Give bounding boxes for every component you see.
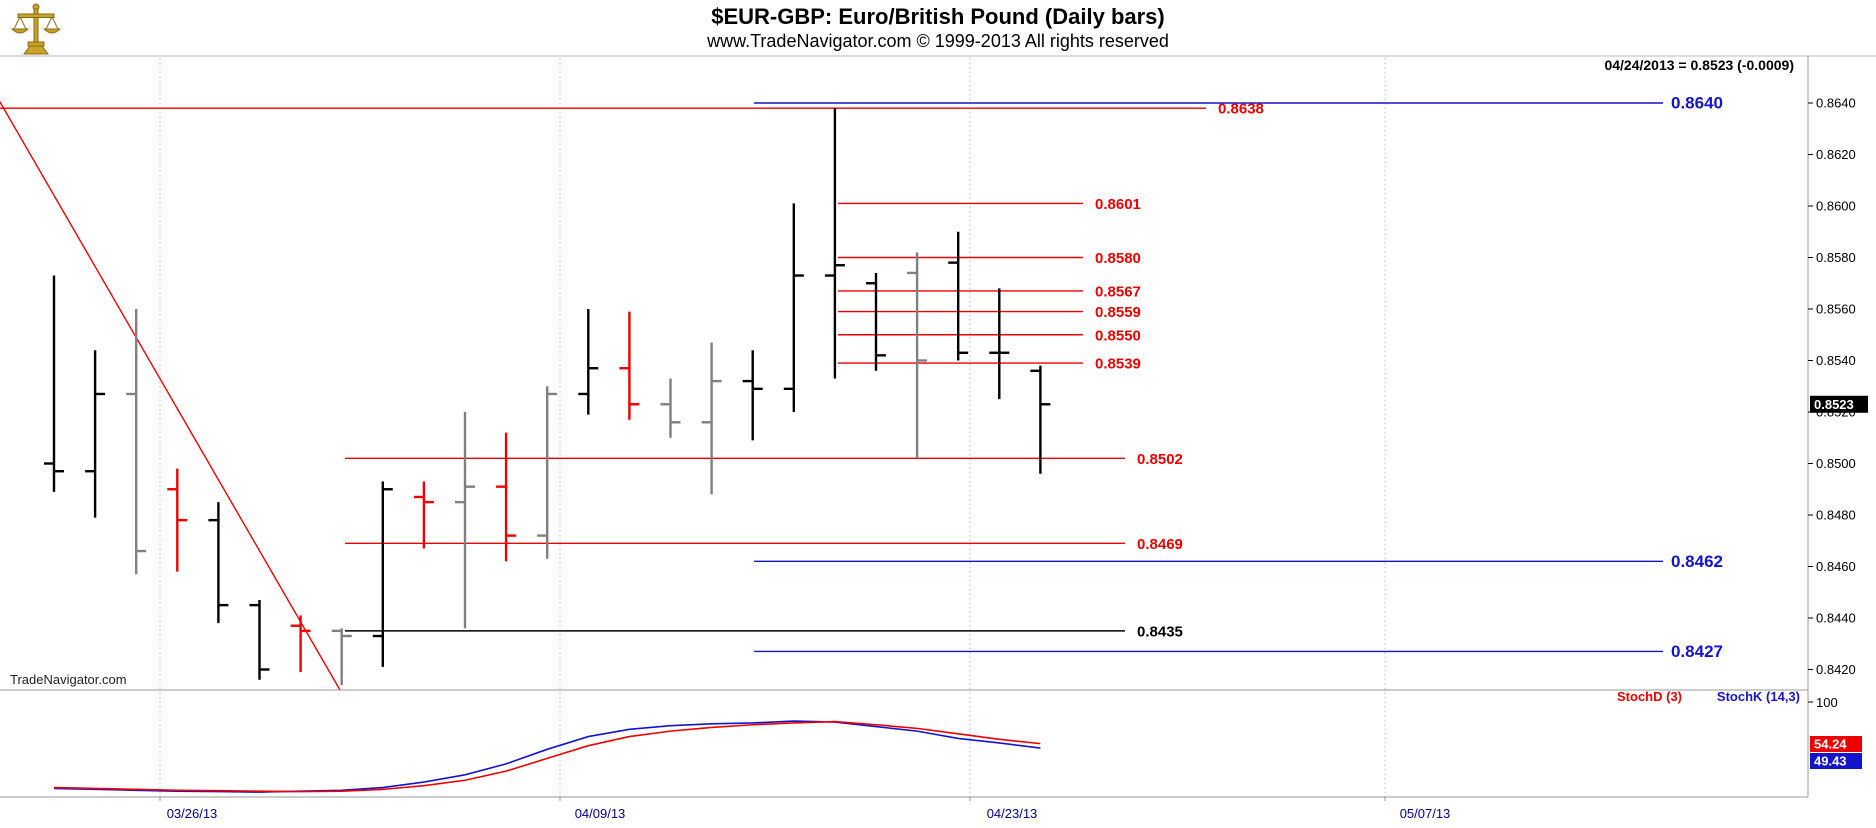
stoch-value-49.43: 49.43 [1814,754,1847,769]
level-label-0.8539: 0.8539 [1095,356,1141,373]
level-label-0.8638: 0.8638 [1218,101,1264,118]
tradenavigator-scales-logo [10,2,62,58]
level-label-0.8559: 0.8559 [1095,304,1141,321]
last-quote-info: 04/24/2013 = 0.8523 (-0.0009) [1604,57,1794,73]
price-axis-label: 0.8540 [1816,353,1856,368]
price-axis-label: 0.8500 [1816,456,1856,471]
level-label-0.8435: 0.8435 [1137,623,1183,640]
stoch-value-54.24: 54.24 [1814,737,1847,752]
stoch-value-badge [1810,753,1862,769]
stoch-line-StochD (3) [53,720,1041,793]
level-label-0.8427: 0.8427 [1671,642,1723,661]
stoch-legend-StochD (3): StochD (3) [1617,689,1682,704]
price-axis-label: 0.8580 [1816,250,1856,265]
price-axis-label: 0.8460 [1816,559,1856,574]
last-price-badge-text: 0.8523 [1814,397,1854,412]
level-label-0.8469: 0.8469 [1137,536,1183,553]
level-label-0.8462: 0.8462 [1671,552,1723,571]
downtrend-line [0,101,341,691]
last-price-badge [1810,395,1868,413]
stoch-axis-label: 100 [1816,695,1838,710]
price-axis-label: 0.8560 [1816,302,1856,317]
watermark: TradeNavigator.com [10,672,127,687]
date-label-04/23/13: 04/23/13 [987,806,1038,821]
page-title: $EUR-GBP: Euro/British Pound (Daily bars… [711,4,1165,29]
stoch-value-badge [1810,736,1862,752]
date-label-03/26/13: 03/26/13 [167,806,218,821]
price-axis-label: 0.8420 [1816,662,1856,677]
price-axis-label: 0.8620 [1816,147,1856,162]
level-label-0.8601: 0.8601 [1095,196,1141,213]
level-label-0.8550: 0.8550 [1095,327,1141,344]
price-axis-label: 0.8440 [1816,611,1856,626]
date-label-04/09/13: 04/09/13 [575,806,626,821]
stoch-legend-StochK (14,3): StochK (14,3) [1717,689,1800,704]
stoch-line-StochK (14,3) [53,720,1041,793]
price-axis-label: 0.8640 [1816,96,1856,111]
level-label-0.8580: 0.8580 [1095,250,1141,267]
date-label-05/07/13: 05/07/13 [1400,806,1451,821]
price-axis-label: 0.8600 [1816,199,1856,214]
price-axis-label: 0.8480 [1816,508,1856,523]
copyright-subtitle: www.TradeNavigator.com © 1999-2013 All r… [707,31,1169,51]
level-label-0.8502: 0.8502 [1137,451,1183,468]
level-label-0.8640: 0.8640 [1671,94,1723,113]
level-label-0.8567: 0.8567 [1095,283,1141,300]
scales-icon [10,3,62,55]
